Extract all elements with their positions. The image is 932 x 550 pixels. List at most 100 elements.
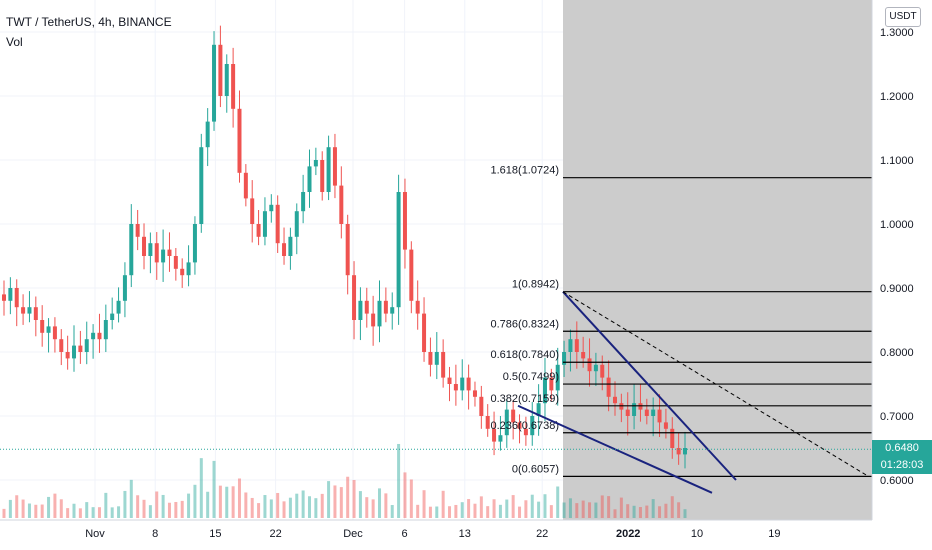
volume-bar <box>556 486 560 518</box>
volume-bar <box>651 499 655 518</box>
candle-body <box>364 300 369 314</box>
candle-body <box>625 409 630 416</box>
y-tick-label: 1.2000 <box>880 91 914 103</box>
candle-body <box>301 192 306 212</box>
volume-bar <box>129 479 133 518</box>
candle-body <box>396 192 401 308</box>
candle-body <box>275 204 280 244</box>
candle-body <box>472 390 477 397</box>
candle-body <box>581 352 586 359</box>
drawings[interactable] <box>0 291 872 494</box>
candle-body <box>33 307 38 320</box>
candle-body <box>523 428 528 436</box>
volume-bar <box>346 476 350 518</box>
volume-bar <box>352 480 356 518</box>
volume-bar <box>27 503 31 518</box>
volume-bar <box>638 507 642 518</box>
fib-level-label: 0.786(0.8324) <box>491 318 560 330</box>
candle-body <box>231 64 236 109</box>
candle-body <box>180 268 185 276</box>
candle-body <box>2 294 6 301</box>
price-axis[interactable]: 1.3000 1.2000 1.1000 1.0000 0.9000 0.8000 0.70… <box>880 27 914 487</box>
candle-body <box>237 108 242 173</box>
candle-body <box>91 332 96 340</box>
candle-body <box>116 300 121 314</box>
candle-body <box>326 147 331 192</box>
volume-bar <box>250 497 254 518</box>
volume-bar <box>161 494 165 518</box>
candle-body <box>320 160 325 192</box>
y-tick-label: 0.9000 <box>880 283 914 295</box>
volume-bar <box>263 495 267 518</box>
volume-bar <box>174 501 178 518</box>
candle-body <box>371 313 376 327</box>
fib-level-label: 1(0.8942) <box>512 279 559 291</box>
candle-body <box>409 249 414 301</box>
wedge-upper-trendline[interactable] <box>562 291 737 481</box>
volume-bar <box>327 481 331 518</box>
volume-bar <box>473 503 477 518</box>
volume-bar <box>664 503 668 518</box>
currency-unit-button[interactable]: USDT <box>885 7 921 27</box>
candle-body <box>422 313 427 352</box>
volume-bar <box>378 488 382 518</box>
volume-bar <box>295 493 299 518</box>
volume-bar <box>422 490 426 518</box>
candle-body <box>651 409 656 416</box>
x-tick-label: 2022 <box>616 528 640 540</box>
x-tick-label: 8 <box>152 528 158 540</box>
candle-body <box>453 384 458 391</box>
x-tick-label: Dec <box>343 528 363 540</box>
candle-body <box>256 224 261 237</box>
volume-bar <box>301 490 305 518</box>
candle-body <box>644 409 649 416</box>
volume-bar <box>441 490 445 518</box>
volume-bar <box>21 499 25 518</box>
volume-bar <box>607 496 611 518</box>
volume-bar <box>435 506 439 518</box>
candles <box>2 25 687 469</box>
candle-body <box>511 409 516 423</box>
volume-bar <box>409 479 413 518</box>
volume-bar <box>40 504 44 518</box>
volume-bar <box>117 506 121 518</box>
candle-body <box>212 44 217 122</box>
x-tick-label: 19 <box>768 528 780 540</box>
candle-body <box>670 428 675 448</box>
candle-body <box>460 377 465 391</box>
volume-bar <box>537 501 541 518</box>
candle-body <box>612 396 617 404</box>
volume-bar <box>136 495 140 518</box>
fib-level-label: 0.5(0.7499) <box>503 371 559 383</box>
candle-body <box>84 339 89 352</box>
candle-body <box>663 422 668 429</box>
volume-bar <box>78 508 82 518</box>
candle-body <box>307 166 312 192</box>
candle-body <box>46 326 51 333</box>
candle-body <box>142 236 147 256</box>
y-tick-label: 1.0000 <box>880 219 914 231</box>
volume-bar <box>581 500 585 518</box>
candle-body <box>339 185 344 224</box>
candle-body <box>377 300 382 327</box>
candle-body <box>390 307 395 314</box>
symbol-title[interactable]: TWT / TetherUS, 4h, BINANCE <box>6 15 172 29</box>
volume-bar <box>518 506 522 518</box>
time-axis[interactable]: Nov 8 15 22 Dec 6 13 22 2022 10 19 <box>85 528 780 540</box>
candle-body <box>517 422 522 429</box>
candle-body <box>218 44 223 96</box>
x-tick-label: 22 <box>269 528 281 540</box>
y-tick-label: 1.3000 <box>880 27 914 39</box>
volume-bar <box>492 499 496 518</box>
fib-retracement[interactable]: 1.618(1.0724) 1(0.8942) 0.786(0.8324) 0.618… <box>491 165 873 477</box>
candle-body <box>148 243 153 256</box>
candle-body <box>536 403 541 416</box>
volume-indicator-label[interactable]: Vol <box>6 35 23 49</box>
volume-bar <box>193 484 197 518</box>
candle-body <box>224 64 229 96</box>
candle-body <box>479 396 484 416</box>
candle-body <box>358 300 363 320</box>
volume-bar <box>225 486 229 518</box>
volume-bar <box>371 499 375 518</box>
